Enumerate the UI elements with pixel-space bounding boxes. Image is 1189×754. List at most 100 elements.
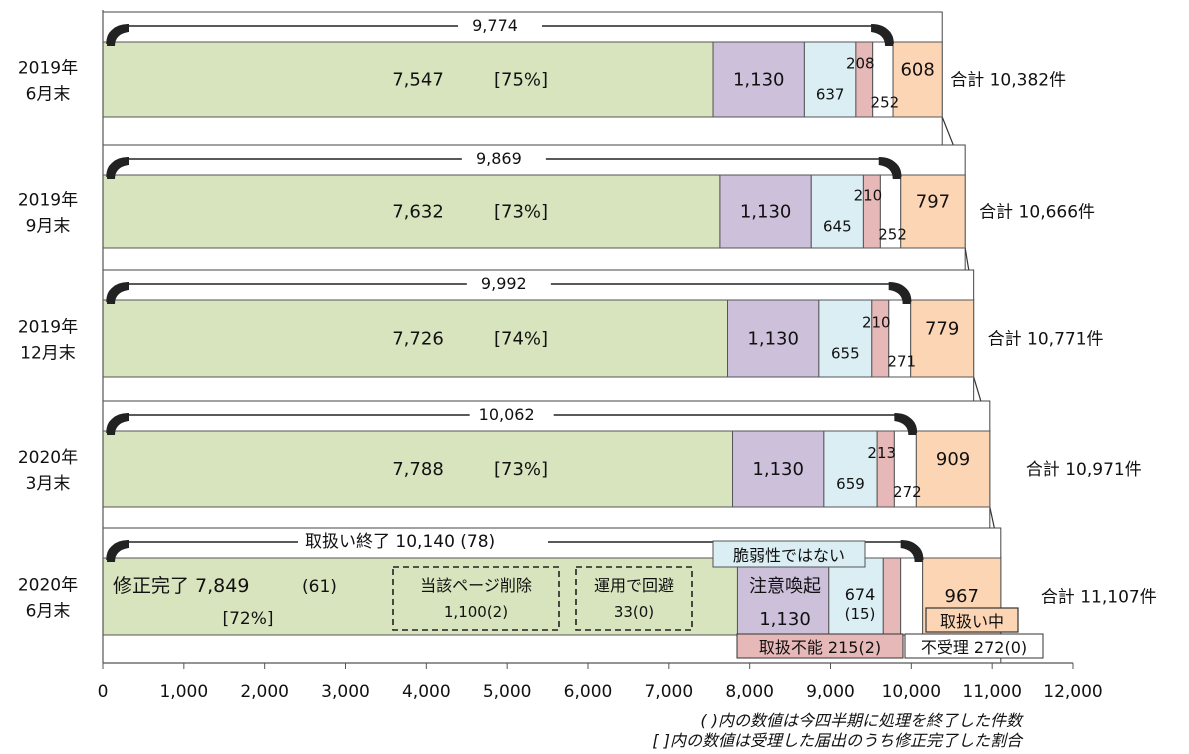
label-cannot-value: 213 bbox=[867, 444, 896, 462]
closed-total-brackets: 9,774 9,869 9,992 10,062 bbox=[106, 15, 924, 562]
row-label-year: 2019年 bbox=[18, 191, 78, 211]
label-caution-value: 1,130 bbox=[747, 329, 799, 350]
label-rejected-value: 271 bbox=[887, 353, 916, 371]
bar-segment-fixed bbox=[102, 299, 729, 378]
bar-segment-cannot bbox=[876, 430, 895, 508]
x-tick-label: 7,000 bbox=[644, 682, 693, 702]
bracket-cap-right bbox=[894, 413, 917, 435]
closed-total-label: 9,774 bbox=[472, 16, 518, 35]
bracket-cap-right bbox=[900, 540, 923, 562]
bar-segment-not-vuln bbox=[823, 430, 878, 508]
bar-segment-not-vuln bbox=[803, 41, 857, 118]
row-label-year: 2019年 bbox=[18, 59, 78, 79]
label-caution-value: 1,130 bbox=[740, 202, 792, 223]
bracket-label-bg bbox=[458, 15, 543, 35]
bar-segment-caution bbox=[727, 299, 820, 378]
not-vuln-label: 脆弱性ではない bbox=[733, 546, 845, 565]
x-tick-label: 3,000 bbox=[321, 682, 370, 702]
bar-segment-caution bbox=[719, 174, 812, 249]
x-tick-label: 12,000 bbox=[1043, 682, 1102, 702]
row-total-label: 合計 10,971件 bbox=[1026, 460, 1142, 480]
x-tick-label: 1,000 bbox=[159, 682, 208, 702]
x-tick-label: 6,000 bbox=[564, 682, 613, 702]
row-label-month: 6月末 bbox=[26, 85, 71, 105]
x-tick-label: 9,000 bbox=[806, 682, 855, 702]
bar-segment-fixed bbox=[102, 430, 734, 508]
closed-total-label: 9,869 bbox=[476, 149, 522, 168]
bracket-label-bg bbox=[469, 404, 554, 424]
not-vuln-delta: (15) bbox=[845, 605, 876, 623]
label-fixed-percent: [75%] bbox=[494, 70, 548, 91]
bracket-cap-left bbox=[107, 282, 129, 304]
bracket-cap-left bbox=[107, 157, 129, 179]
bar-segment-cannot bbox=[882, 557, 902, 636]
bar-segment-caution bbox=[736, 557, 830, 636]
label-fixed-percent: [73%] bbox=[494, 459, 548, 480]
page-deleted-box bbox=[392, 566, 560, 631]
label-cannot-value: 210 bbox=[854, 187, 883, 205]
label-fixed-value: 7,726 bbox=[392, 329, 444, 350]
caution-value: 1,130 bbox=[759, 609, 811, 630]
label-fixed-value: 7,547 bbox=[392, 70, 444, 91]
bar-segment-not-vuln bbox=[818, 299, 873, 378]
bar-segments bbox=[102, 11, 1002, 664]
bar-segment-handling bbox=[900, 174, 966, 249]
label-fixed-percent: [73%] bbox=[494, 202, 548, 223]
row-label-year: 2019年 bbox=[18, 318, 78, 338]
bar-segment-fixed bbox=[102, 41, 714, 118]
bar-segment-caution bbox=[712, 41, 805, 118]
row-label-month: 9月末 bbox=[26, 217, 71, 237]
closed-label-bg bbox=[298, 530, 548, 552]
label-caution-value: 1,130 bbox=[752, 459, 804, 480]
label-caution-value: 1,130 bbox=[733, 70, 785, 91]
bracket-cap-left bbox=[107, 540, 129, 562]
label-handling-value: 779 bbox=[925, 319, 959, 340]
label-fixed-value: 7,632 bbox=[392, 202, 444, 223]
label-fixed-value: 7,788 bbox=[392, 459, 444, 480]
bracket-cap-right bbox=[871, 24, 894, 46]
bracket-label-bg bbox=[466, 273, 551, 293]
x-tick-label: 5,000 bbox=[483, 682, 532, 702]
bracket-cap-left bbox=[107, 24, 129, 46]
operational-title: 運用で回避 bbox=[594, 576, 674, 595]
bracket-label-bg bbox=[461, 148, 546, 168]
rejected-label: 不受理 272(0) bbox=[921, 638, 1027, 657]
row-label-year: 2020年 bbox=[18, 448, 78, 468]
caution-label: 注意喚起 bbox=[749, 576, 821, 597]
label-not-vuln-value: 637 bbox=[816, 86, 845, 104]
label-rejected-value: 252 bbox=[878, 226, 907, 244]
bar-segment-rejected bbox=[900, 557, 924, 636]
row-total-label: 合計 10,666件 bbox=[979, 203, 1095, 223]
cannot-label: 取扱不能 215(2) bbox=[759, 638, 881, 657]
handling-label-box bbox=[925, 607, 1019, 633]
row-label-month: 12月末 bbox=[20, 344, 76, 364]
row-label-month: 3月末 bbox=[26, 474, 71, 494]
row-total-label: 合計 11,107件 bbox=[1041, 588, 1157, 608]
label-fixed-percent: [74%] bbox=[494, 329, 548, 350]
x-tick-label: 2,000 bbox=[240, 682, 289, 702]
label-not-vuln-value: 655 bbox=[831, 345, 860, 363]
row-total-label: 合計 10,382件 bbox=[950, 71, 1066, 91]
label-not-vuln-value: 645 bbox=[823, 218, 852, 236]
handling-value: 967 bbox=[945, 586, 979, 607]
bar-segment-handling bbox=[892, 41, 943, 118]
label-rejected-value: 252 bbox=[871, 94, 900, 112]
x-axis: 0 1,000 2,000 3,000 4,000 5,000 6,000 7,000 8,00… bbox=[98, 10, 1103, 702]
bracket-cap-right bbox=[888, 282, 911, 304]
x-tick-label: 0 bbox=[98, 682, 109, 702]
label-handling-value: 608 bbox=[900, 60, 934, 81]
label-handling-value: 909 bbox=[936, 449, 970, 470]
bar-segment-handling bbox=[910, 299, 975, 378]
operational-value: 33(0) bbox=[614, 603, 654, 621]
closed-total-label: 取扱い終了 10,140 (78) bbox=[305, 532, 495, 552]
last-row-annotations: 取扱い終了 10,140 (78) 修正完了 7,849 (61) [72%] 当該ペー… bbox=[113, 530, 1044, 659]
rejected-label-box bbox=[904, 633, 1044, 659]
fixed-delta: (61) bbox=[302, 577, 337, 597]
x-tick-label: 11,000 bbox=[962, 682, 1021, 702]
footnote: [ ]内の数値は受理した届出のうち修正完了した割合 bbox=[652, 731, 1024, 750]
not-vuln-label-box bbox=[712, 540, 866, 568]
closed-total-label: 9,992 bbox=[481, 274, 527, 293]
row-total-label: 合計 10,771件 bbox=[988, 330, 1104, 350]
handling-label: 取扱い中 bbox=[940, 612, 1004, 631]
